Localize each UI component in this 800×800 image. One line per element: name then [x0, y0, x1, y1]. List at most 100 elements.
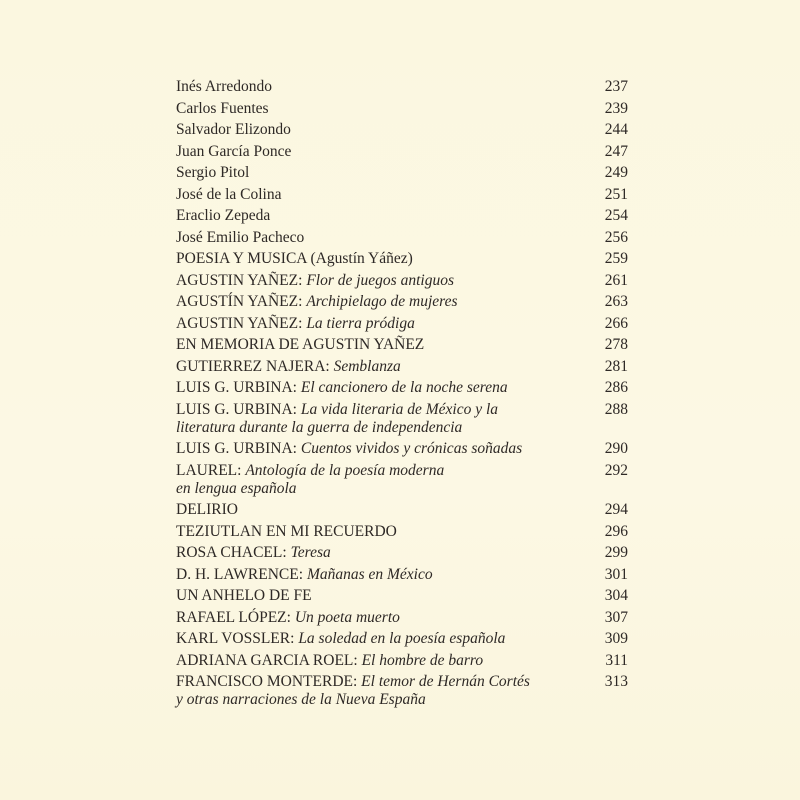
toc-entry-title: Semblanza [333, 357, 401, 375]
toc-entry-page-number: 237 [604, 78, 628, 95]
toc-entry-line: ADRIANA GARCIA ROEL: El hombre de barro [176, 652, 568, 670]
toc-entry-line: Juan García Ponce [176, 143, 568, 161]
toc-entry-author: ADRIANA GARCIA ROEL: [176, 651, 362, 669]
toc-entry-author: José Emilio Pacheco [176, 228, 305, 246]
toc-entry-author: EN MEMORIA DE AGUSTIN YAÑEZ [176, 336, 425, 353]
toc-entry-author: TEZIUTLAN EN MI RECUERDO [176, 522, 397, 540]
toc-entry: LUIS G. URBINA: Cuentos vividos y crónic… [176, 440, 628, 458]
toc-entry-author: FRANCISCO MONTERDE: [176, 673, 362, 690]
toc-entry: Eraclio Zepeda 254 [176, 207, 628, 225]
toc-entry: LUIS G. URBINA: El cancionero de la noch… [176, 379, 628, 397]
toc-entry-page-number: 266 [604, 314, 628, 332]
toc-entry-line: AGUSTÍN YAÑEZ: Archipielago de mujeres [176, 293, 568, 311]
toc-entry-page-number: 259 [604, 250, 628, 267]
toc-entry-title-continued: y otras narraciones de la Nueva España [176, 691, 426, 708]
toc-entry-author: José de la Colina [176, 185, 282, 203]
toc-entry-author: Salvador Elizondo [176, 121, 291, 138]
toc-entry-title: Archipielago de mujeres [306, 293, 458, 310]
toc-entry-title: Teresa [290, 544, 331, 561]
toc-entry-author: AGUSTIN YAÑEZ: [176, 271, 307, 289]
toc-entry-author: LUIS G. URBINA: [176, 440, 301, 457]
toc-entry-line: TEZIUTLAN EN MI RECUERDO [176, 523, 568, 541]
toc-entry-author: DELIRIO [176, 501, 238, 518]
toc-entry: ADRIANA GARCIA ROEL: El hombre de barro 3… [176, 652, 628, 670]
toc-entry-title: El cancionero de la noche serena [300, 379, 508, 396]
toc-entry-title-continued: literatura durante la guerra de independ… [176, 418, 463, 436]
toc-entry-page-number: 263 [604, 293, 628, 310]
toc-entry: FRANCISCO MONTERDE: El temor de Hernán C… [176, 673, 628, 709]
toc-entry-line: Sergio Pitol [176, 164, 568, 182]
toc-entry: Sergio Pitol 249 [176, 164, 628, 182]
toc-entry-line: LUIS G. URBINA: La vida literaria de Méx… [176, 401, 568, 419]
toc-entry-line: FRANCISCO MONTERDE: El temor de Hernán C… [176, 673, 568, 691]
toc-entry-line: EN MEMORIA DE AGUSTIN YAÑEZ [176, 336, 568, 354]
toc-entry-line: AGUSTIN YAÑEZ: La tierra pródiga [176, 315, 568, 333]
toc-entry: Inés Arredondo 237 [176, 78, 628, 96]
toc-entry-author: LUIS G. URBINA: [176, 379, 301, 396]
toc-entry-line: D. H. LAWRENCE: Mañanas en México [176, 566, 568, 584]
toc-entry-author: Carlos Fuentes [176, 99, 269, 117]
toc-entry: Juan García Ponce 247 [176, 143, 628, 161]
toc-entry-page-number: 247 [604, 142, 628, 160]
toc-entry: LUIS G. URBINA: La vida literaria de Méx… [176, 401, 628, 437]
toc-entry-page-number: 292 [604, 461, 628, 479]
toc-entry-line: LAUREL: Antología de la poesía moderna [176, 462, 568, 480]
toc-entry: GUTIERREZ NAJERA: Semblanza 281 [176, 358, 628, 376]
toc-entry-line: GUTIERREZ NAJERA: Semblanza [176, 358, 568, 376]
toc-entry-page-number: 304 [604, 587, 628, 604]
toc-entry: ROSA CHACEL: Teresa 299 [176, 544, 628, 562]
toc-entry-title: La soledad en la poesía española [298, 630, 506, 647]
toc-entry-author: UN ANHELO DE FE [176, 587, 312, 604]
toc-entry-title: El temor de Hernán Cortés [361, 673, 530, 690]
toc-entry-line: Inés Arredondo [176, 78, 568, 96]
toc-entry: Salvador Elizondo 244 [176, 121, 628, 139]
toc-entry-page-number: 301 [604, 565, 628, 583]
toc-entry-line: José Emilio Pacheco [176, 229, 568, 247]
toc-entry-page-number: 311 [605, 651, 628, 669]
toc-entry-page-number: 313 [604, 673, 628, 690]
toc-entry-author: LUIS G. URBINA: [176, 400, 301, 418]
toc-entry: D. H. LAWRENCE: Mañanas en México 301 [176, 566, 628, 584]
toc-entry: LAUREL: Antología de la poesía moderna en… [176, 462, 628, 498]
toc-entry: RAFAEL LÓPEZ: Un poeta muerto 307 [176, 609, 628, 627]
toc-entry-line: UN ANHELO DE FE [176, 587, 568, 605]
toc-entry-page-number: 254 [604, 207, 628, 224]
toc-entry-line: POESIA Y MUSICA (Agustín Yáñez) [176, 250, 568, 268]
toc-entry-author: Sergio Pitol [176, 164, 250, 181]
toc-entry: José de la Colina 251 [176, 186, 628, 204]
toc-entry: POESIA Y MUSICA (Agustín Yáñez) 259 [176, 250, 628, 268]
toc-entry-author: D. H. LAWRENCE: [176, 565, 307, 583]
toc-entry-page-number: 261 [604, 271, 628, 289]
toc-entry-title: Un poeta muerto [294, 608, 400, 626]
toc-entry: UN ANHELO DE FE 304 [176, 587, 628, 605]
toc-entry-page-number: 286 [604, 379, 628, 396]
toc-entry-page-number: 288 [604, 400, 628, 418]
toc-entry-author: GUTIERREZ NAJERA: [176, 357, 334, 375]
toc-entry-author: RAFAEL LÓPEZ: [176, 608, 295, 626]
toc-entry-title: Cuentos vividos y crónicas soñadas [300, 440, 523, 457]
toc-entry-title: El hombre de barro [361, 651, 484, 669]
toc-entry: José Emilio Pacheco 256 [176, 229, 628, 247]
toc-entry-author: ROSA CHACEL: [176, 544, 291, 561]
toc-entry: TEZIUTLAN EN MI RECUERDO 296 [176, 523, 628, 541]
toc-entry-page-number: 290 [604, 440, 628, 457]
toc-entry-author: AGUSTIN YAÑEZ: [176, 314, 307, 332]
toc-entry-author: Eraclio Zepeda [176, 207, 271, 224]
toc-entry-page-number: 281 [604, 357, 628, 375]
toc-entry: AGUSTIN YAÑEZ: La tierra pródiga 266 [176, 315, 628, 333]
toc-entry-line: José de la Colina [176, 186, 568, 204]
toc-entry: EN MEMORIA DE AGUSTIN YAÑEZ 278 [176, 336, 628, 354]
toc-entry-page-number: 309 [604, 630, 628, 647]
toc-entry-page-number: 296 [604, 522, 628, 540]
toc-entry-author: KARL VOSSLER: [176, 630, 299, 647]
toc-entry-page-number: 251 [604, 185, 628, 203]
toc-entry-line: Salvador Elizondo [176, 121, 568, 139]
toc-entry: KARL VOSSLER: La soledad en la poesía es… [176, 630, 628, 648]
toc-entry-author: LAUREL: [176, 461, 246, 479]
toc-entry-title: Flor de juegos antiguos [306, 271, 454, 289]
toc-entry-page-number: 239 [604, 99, 628, 117]
toc-entry-author: Juan García Ponce [176, 142, 292, 160]
toc-entry-page-number: 307 [604, 608, 628, 626]
toc-entry-line: DELIRIO [176, 501, 568, 519]
